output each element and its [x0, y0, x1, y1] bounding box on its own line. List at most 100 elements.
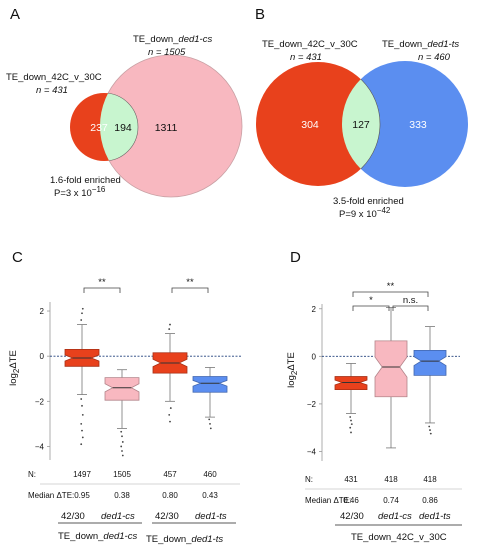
c-outlier	[81, 404, 83, 407]
c-outlier	[209, 422, 211, 425]
c-group2-top-a: 42/30	[155, 511, 179, 522]
venn-b-right-title: TE_down_ded1-ts	[382, 39, 459, 50]
c-outlier	[80, 443, 83, 446]
venn-a-overlap-count: 194	[114, 122, 132, 134]
c-sig-label: **	[186, 277, 194, 288]
d-sig-label: n.s.	[403, 295, 418, 306]
d-sig-label: *	[369, 295, 373, 306]
c-outlier	[81, 413, 84, 416]
c-box	[104, 377, 140, 401]
c-outlier	[168, 413, 171, 416]
c-n-label: N:	[28, 470, 36, 479]
c-ytick-label: −4	[35, 442, 45, 451]
panel-a-label: A	[10, 6, 20, 23]
venn-a-right-title: TE_down_ded1-cs	[133, 34, 212, 45]
d-outlier	[429, 432, 432, 435]
d-group-top-2: ded1-cs	[378, 511, 412, 522]
venn-b-left-circle	[256, 62, 380, 186]
c-outlier	[169, 407, 172, 409]
d-n-value: 418	[384, 475, 398, 484]
d-sig-bracket	[352, 291, 429, 297]
c-group2-top-b: ded1-ts	[195, 511, 227, 522]
d-group-top-1: 42/30	[340, 511, 364, 522]
d-sig-bracket	[392, 305, 429, 311]
d-ytick-label: 2	[312, 305, 317, 314]
d-ytick-label: −4	[307, 447, 317, 456]
d-median-value: 0.86	[422, 496, 438, 505]
panel-b-label: B	[255, 6, 265, 23]
d-outlier	[350, 419, 352, 422]
venn-a-pvalue: P=3 x 10−16	[54, 185, 106, 199]
c-outlier	[209, 427, 212, 430]
venn-b-left-n: n = 431	[290, 52, 322, 63]
c-sig-bracket	[83, 287, 121, 293]
c-outlier	[80, 319, 83, 321]
panel-d-label: D	[290, 249, 301, 266]
c-outlier	[81, 436, 84, 439]
d-ytick-label: 0	[312, 352, 317, 361]
c-group1-bottom: TE_down_ded1-cs	[58, 531, 137, 542]
c-n-value: 1497	[73, 470, 91, 479]
d-n-value: 431	[344, 475, 358, 484]
venn-a-right-n: n = 1505	[148, 47, 186, 58]
c-ytick-label: 2	[40, 307, 45, 316]
c-outlier	[168, 328, 171, 330]
c-ytick-label: −2	[35, 397, 45, 406]
c-median-value: 0.43	[202, 491, 218, 500]
venn-b-left-title: TE_down_42C_v_30C	[262, 39, 358, 50]
c-outlier	[120, 445, 123, 448]
c-outlier	[120, 430, 123, 433]
d-outlier	[429, 429, 431, 431]
c-outlier	[80, 398, 83, 400]
d-box	[413, 349, 447, 376]
d-outlier	[349, 416, 352, 418]
venn-b-right-only: 333	[409, 119, 427, 131]
venn-b-right-circle	[342, 61, 468, 187]
venn-a-left-title: TE_down_42C_v_30C	[6, 72, 102, 83]
d-box	[374, 340, 408, 398]
c-group1-top-b: ded1-cs	[101, 511, 135, 522]
c-box	[192, 376, 228, 393]
d-median-label: Median ΔTE:	[305, 496, 351, 505]
c-median-label: Median ΔTE:	[28, 491, 74, 500]
c-outlier	[81, 307, 84, 310]
c-outlier	[169, 323, 171, 326]
c-sig-bracket	[171, 287, 209, 293]
c-ytick-label: 0	[40, 352, 45, 361]
d-outlier	[349, 426, 352, 429]
d-n-label: N:	[305, 475, 313, 484]
d-group-top-3: ded1-ts	[419, 511, 451, 522]
d-group-bottom: TE_down_42C_v_30C	[351, 532, 447, 543]
d-outlier	[350, 423, 353, 426]
c-ylabel: log2ΔTE	[8, 350, 21, 386]
venn-a-left-only: 237	[90, 122, 108, 134]
d-sig-bracket	[352, 305, 390, 311]
c-n-value: 460	[203, 470, 217, 479]
venn-a-right-only: 1311	[155, 122, 178, 134]
c-outlier	[121, 450, 123, 452]
c-outlier	[81, 312, 83, 315]
c-median-value: 0.95	[74, 491, 90, 500]
c-n-value: 1505	[113, 470, 131, 479]
c-sig-label: **	[98, 277, 106, 288]
c-outlier	[169, 420, 171, 423]
c-outlier	[121, 435, 123, 438]
d-median-value: 0.46	[343, 496, 359, 505]
venn-a-left-n: n = 431	[36, 85, 68, 96]
d-ylabel: log2ΔTE	[286, 352, 299, 388]
d-n-value: 418	[423, 475, 437, 484]
c-outlier	[121, 454, 124, 457]
c-outlier	[121, 441, 124, 443]
d-box	[334, 376, 368, 391]
venn-b-right-n: n = 460	[418, 52, 451, 63]
d-median-value: 0.74	[383, 496, 399, 505]
boxplot-c: −4 −2 0 2 1497 0.95 1505 0.38 457 0.80 460 0.43 ** **	[35, 277, 242, 500]
venn-a-enrichment: 1.6-fold enriched	[50, 175, 121, 186]
c-outlier	[208, 418, 211, 421]
venn-b-left-only: 304	[301, 119, 319, 131]
c-outlier	[80, 422, 83, 425]
venn-b-enrichment: 3.5-fold enriched	[333, 196, 404, 207]
c-median-value: 0.80	[162, 491, 178, 500]
d-outlier	[350, 431, 352, 434]
